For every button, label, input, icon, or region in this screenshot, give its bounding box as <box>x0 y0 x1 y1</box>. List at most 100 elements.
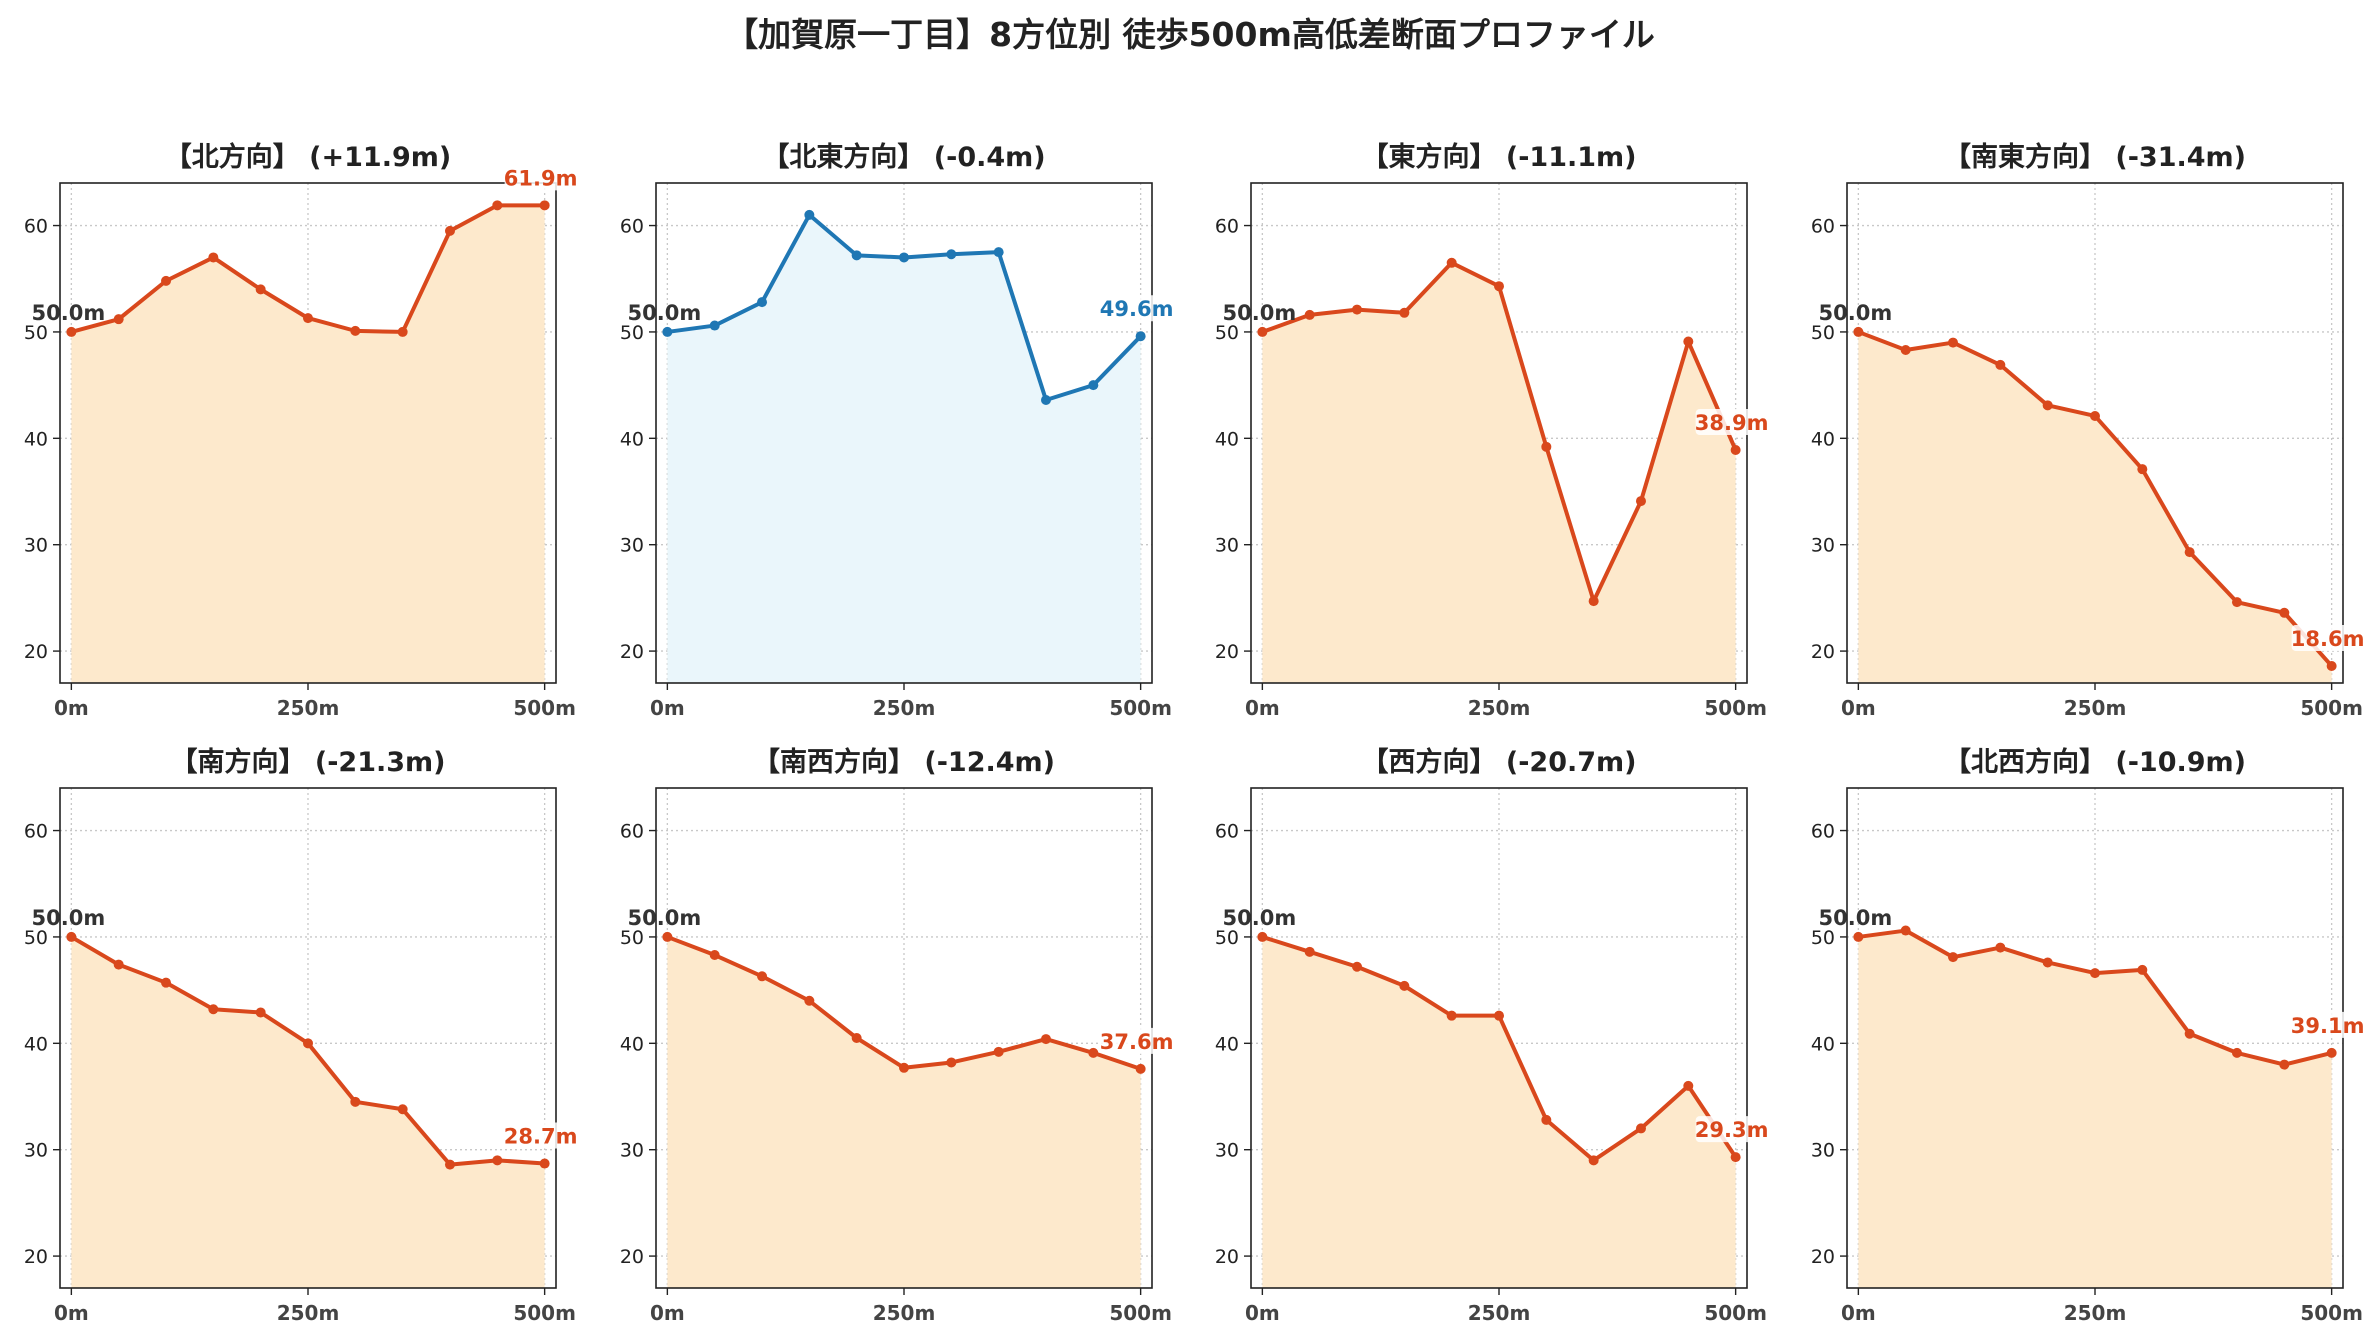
data-point <box>350 1096 361 1107</box>
start-elevation-label: 50.0m <box>628 301 702 325</box>
y-tick-label: 50 <box>1215 927 1239 949</box>
data-point <box>1494 1010 1504 1021</box>
data-point <box>1683 336 1694 347</box>
start-elevation-label: 50.0m <box>1819 906 1893 930</box>
data-point <box>1494 281 1504 292</box>
y-tick-label: 30 <box>1215 535 1239 557</box>
y-tick-label: 30 <box>1811 535 1835 557</box>
data-point <box>993 247 1004 258</box>
data-point <box>66 931 77 942</box>
data-point <box>303 313 313 324</box>
data-point <box>492 1155 503 1166</box>
elevation-area <box>667 936 1141 1288</box>
data-point <box>66 326 77 337</box>
x-tick-label: 250m <box>1468 696 1531 720</box>
data-point <box>1040 1034 1051 1045</box>
data-point <box>161 977 172 988</box>
x-tick-label: 500m <box>1109 696 1172 720</box>
data-point <box>757 971 768 982</box>
data-point <box>113 314 124 325</box>
data-point <box>539 1158 550 1169</box>
data-point <box>1088 1047 1099 1058</box>
data-point <box>1257 326 1268 337</box>
data-point <box>946 249 957 260</box>
data-point <box>709 320 720 331</box>
data-point <box>1730 445 1741 456</box>
y-tick-label: 60 <box>1215 821 1239 843</box>
data-point <box>851 250 862 261</box>
data-point <box>1541 441 1552 452</box>
data-point <box>2279 1059 2290 1070</box>
x-tick-label: 250m <box>1468 1301 1531 1325</box>
elevation-area <box>71 205 545 683</box>
y-tick-label: 50 <box>1811 322 1835 344</box>
data-point <box>1088 380 1099 391</box>
end-label-box <box>2291 624 2364 651</box>
end-elevation-label: 38.9m <box>1695 411 1769 435</box>
end-elevation-label: 18.6m <box>2291 627 2365 651</box>
data-point <box>1900 925 1911 936</box>
page-title: 【加賀原一丁目】8方位別 徒歩500m高低差断面プロファイル <box>725 15 1655 54</box>
profile-panel-4: 20 30 40 50 60 0m 250m 500m 【南東方向】 (-31.4m) 50.0m… <box>1811 141 2365 720</box>
data-point <box>1900 345 1911 356</box>
data-point <box>208 1004 219 1015</box>
end-label-box <box>1695 1116 1768 1143</box>
y-tick-label: 50 <box>1215 322 1239 344</box>
data-point <box>492 200 503 211</box>
data-point <box>899 1062 909 1073</box>
panel-title: 【南西方向】 (-12.4m) <box>753 746 1055 778</box>
data-point <box>2231 1047 2242 1058</box>
y-tick-label: 20 <box>1215 641 1239 663</box>
data-point <box>113 959 124 970</box>
y-tick-label: 20 <box>1811 641 1835 663</box>
y-tick-label: 60 <box>1215 216 1239 238</box>
end-elevation-label: 49.6m <box>1100 297 1174 321</box>
end-elevation-label: 37.6m <box>1100 1030 1174 1054</box>
y-tick-label: 30 <box>620 535 644 557</box>
data-point <box>397 1104 408 1115</box>
data-point <box>1446 1010 1457 1021</box>
y-tick-label: 50 <box>620 322 644 344</box>
y-tick-label: 30 <box>24 535 48 557</box>
x-tick-label: 500m <box>2300 1301 2363 1325</box>
elevation-area <box>667 214 1141 683</box>
data-point <box>2184 547 2195 558</box>
y-tick-label: 40 <box>1811 428 1835 450</box>
data-point <box>2042 400 2053 411</box>
x-tick-label: 0m <box>650 1301 685 1325</box>
y-tick-label: 30 <box>1811 1140 1835 1162</box>
y-tick-label: 20 <box>24 641 48 663</box>
elevation-area <box>71 936 545 1288</box>
data-point <box>851 1033 862 1043</box>
end-elevation-label: 39.1m <box>2291 1014 2365 1038</box>
x-tick-label: 250m <box>2064 696 2127 720</box>
x-tick-label: 250m <box>2064 1301 2127 1325</box>
x-tick-label: 500m <box>1109 1301 1172 1325</box>
elevation-area <box>1262 262 1736 683</box>
profile-panel-6: 20 30 40 50 60 0m 250m 500m 【南西方向】 (-12.4m) 50.0m… <box>620 746 1174 1325</box>
data-point <box>1446 257 1457 268</box>
y-tick-label: 20 <box>1215 1246 1239 1268</box>
y-tick-label: 60 <box>620 216 644 238</box>
data-point <box>444 1159 455 1170</box>
profile-panel-5: 20 30 40 50 60 0m 250m 500m 【南方向】 (-21.3m) 50.0m 2… <box>24 746 578 1325</box>
y-tick-label: 60 <box>620 821 644 843</box>
x-tick-label: 500m <box>1704 1301 1767 1325</box>
start-elevation-label: 50.0m <box>1223 301 1297 325</box>
data-point <box>1730 1152 1741 1163</box>
data-point <box>1541 1114 1552 1125</box>
y-tick-label: 20 <box>24 1246 48 1268</box>
data-point <box>1135 1063 1146 1074</box>
data-point <box>1948 952 1959 963</box>
data-point <box>2279 607 2290 618</box>
x-tick-label: 500m <box>513 696 576 720</box>
start-elevation-label: 50.0m <box>1819 301 1893 325</box>
y-tick-label: 20 <box>1811 1246 1835 1268</box>
start-elevation-label: 50.0m <box>32 301 106 325</box>
y-tick-label: 40 <box>24 428 48 450</box>
data-point <box>1135 331 1146 342</box>
data-point <box>1399 980 1410 991</box>
data-point <box>1304 309 1315 320</box>
panel-title: 【北西方向】 (-10.9m) <box>1944 746 2246 778</box>
x-tick-label: 500m <box>513 1301 576 1325</box>
